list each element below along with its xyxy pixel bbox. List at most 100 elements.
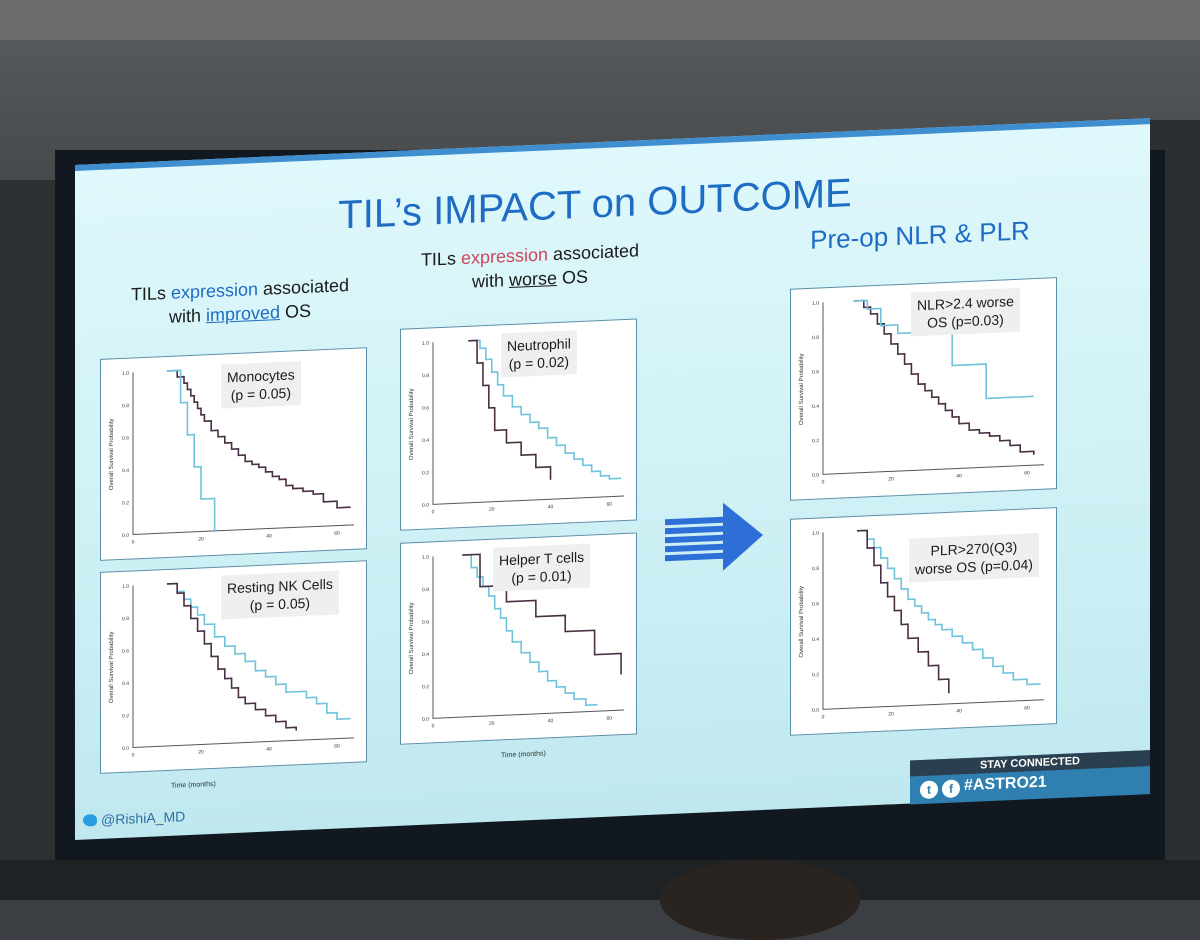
- col2-mid: associated: [548, 240, 640, 265]
- col1-mid: associated: [258, 275, 350, 300]
- y-tick-label: 0.0: [812, 708, 819, 714]
- column-2-heading: TILs expression associated with worse OS: [390, 237, 670, 297]
- column-3-heading: Pre-op NLR & PLR: [810, 215, 1030, 255]
- axis-line: [132, 372, 354, 535]
- plot-legend-label: PLR>270(Q3) worse OS (p=0.04): [909, 532, 1039, 583]
- axis-line: [822, 532, 1044, 710]
- x-tick-label: 20: [489, 507, 495, 513]
- survival-curve-blue: [468, 339, 622, 480]
- x-axis-label: Time (months): [501, 750, 546, 759]
- col2-pre: TILs: [420, 248, 461, 270]
- y-tick-label: 0.2: [122, 500, 129, 506]
- x-tick-label: 40: [956, 708, 962, 714]
- room-ceiling: [0, 0, 1200, 40]
- x-tick-label: 60: [1024, 705, 1030, 711]
- col2-line2b: OS: [557, 266, 589, 288]
- km-svg: 0.0 0.2 0.4 0.6 0.8 1.0 0 20 40 60 Overall Surviva…: [799, 299, 1044, 485]
- y-tick-label: 1.0: [812, 301, 819, 307]
- x-tick-label: 40: [548, 504, 554, 510]
- km-svg: 0.0 0.2 0.4 0.6 0.8 1.0 0 20 40 60 Overall Surviva…: [409, 339, 624, 515]
- y-tick-label: 0.4: [422, 652, 429, 658]
- room-left-wall: [0, 180, 60, 900]
- y-tick-label: 0.0: [422, 503, 429, 509]
- x-tick-label: 20: [198, 536, 204, 542]
- handle-text: @RishiA_MD: [101, 808, 186, 828]
- axis-line: [432, 342, 624, 505]
- survival-curve-blue: [857, 529, 1041, 686]
- km-plot-resting-nk-cells: 0.0 0.2 0.4 0.6 0.8 1.0 0 20 40 60 Overall Surviva…: [100, 560, 367, 790]
- y-tick-label: 0.2: [422, 470, 429, 476]
- x-tick-label: 20: [888, 476, 894, 482]
- y-tick-label: 1.0: [122, 584, 129, 590]
- twitter-icon: t: [920, 780, 938, 800]
- km-svg: 0.0 0.2 0.4 0.6 0.8 1.0 0 20 40 60 Overall Surviva…: [109, 582, 354, 790]
- x-tick-label: 0: [132, 752, 135, 758]
- y-tick-label: 1.0: [122, 371, 129, 377]
- plot-legend-label: Resting NK Cells (p = 0.05): [221, 570, 339, 620]
- y-axis-label: Overall Survival Probability: [109, 631, 115, 703]
- y-tick-label: 0.2: [812, 672, 819, 678]
- km-plot-neutrophil: 0.0 0.2 0.4 0.6 0.8 1.0 0 20 40 60 Overall Surviva…: [400, 318, 637, 531]
- y-tick-label: 0.0: [122, 746, 129, 752]
- social-row: t f #ASTRO21: [920, 774, 1047, 800]
- hashtag-text: #ASTRO21: [964, 773, 1047, 795]
- x-tick-label: 40: [548, 718, 554, 724]
- y-tick-label: 0.8: [422, 373, 429, 379]
- axis-line: [432, 556, 624, 719]
- x-tick-label: 40: [266, 746, 272, 752]
- axis-line: [132, 585, 354, 748]
- y-tick-label: 0.6: [422, 619, 429, 625]
- km-svg: 0.0 0.2 0.4 0.6 0.8 1.0 0 20 40 60 Overall Surviva…: [409, 553, 624, 759]
- y-axis-label: Overall Survival Probability: [109, 418, 115, 490]
- y-tick-label: 0.4: [122, 681, 129, 687]
- y-axis-label: Overall Survival Probability: [409, 602, 415, 674]
- y-tick-label: 0.4: [812, 637, 819, 643]
- km-plot-nlr: 0.0 0.2 0.4 0.6 0.8 1.0 0 20 40 60 Overall Surviva…: [790, 277, 1057, 501]
- legend-line: (p = 0.02): [508, 353, 570, 373]
- x-tick-label: 40: [956, 473, 962, 479]
- y-tick-label: 0.6: [812, 601, 819, 607]
- legend-line: (p = 0.05): [230, 384, 292, 404]
- y-tick-label: 0.6: [422, 405, 429, 411]
- x-tick-label: 0: [822, 479, 825, 485]
- x-tick-label: 0: [432, 723, 435, 729]
- legend-line: OS (p=0.03): [927, 311, 1004, 331]
- stay-connected-label: STAY CONNECTED: [910, 750, 1150, 777]
- y-tick-label: 0.4: [812, 404, 819, 410]
- survival-curve-blue: [167, 369, 216, 531]
- col1-line2b: OS: [280, 300, 312, 323]
- y-tick-label: 0.0: [122, 533, 129, 539]
- x-tick-label: 20: [198, 749, 204, 755]
- plot-legend-label: Helper T cells (p = 0.01): [493, 543, 591, 592]
- facebook-icon: f: [942, 779, 960, 799]
- y-axis-label: Overall Survival Probability: [799, 586, 805, 658]
- col1-highlight: expression: [170, 279, 258, 303]
- km-svg: 0.0 0.2 0.4 0.6 0.8 1.0 0 20 40 60 Overall Surviva…: [799, 529, 1044, 720]
- x-axis-label: Time (months): [171, 781, 216, 790]
- y-tick-label: 0.6: [122, 648, 129, 654]
- legend-line: (p = 0.01): [511, 567, 572, 586]
- survival-curve-blue: [853, 299, 1034, 400]
- x-tick-label: 60: [607, 716, 613, 722]
- km-plot-monocytes: 0.0 0.2 0.4 0.6 0.8 1.0 0 20 40 60 Overall Surviva…: [100, 347, 367, 561]
- col1-pre: TILs: [130, 282, 171, 305]
- survival-curve-dark: [167, 582, 297, 731]
- y-tick-label: 0.2: [122, 713, 129, 719]
- y-tick-label: 0.8: [122, 403, 129, 409]
- survival-curve-dark: [468, 339, 552, 480]
- plot-legend-label: Neutrophil (p = 0.02): [501, 330, 577, 378]
- x-tick-label: 0: [822, 714, 825, 720]
- x-tick-label: 20: [489, 721, 495, 727]
- presentation-slide: TIL’s IMPACT on OUTCOME TILs expression …: [75, 118, 1150, 841]
- survival-curve-dark: [853, 299, 1035, 455]
- legend-line: worse OS (p=0.04): [915, 556, 1033, 578]
- y-tick-label: 0.2: [422, 684, 429, 690]
- y-tick-label: 0.8: [122, 616, 129, 622]
- col2-highlight: expression: [460, 244, 548, 269]
- col1-line2a: with: [168, 305, 206, 327]
- y-tick-label: 0.8: [812, 566, 819, 572]
- y-tick-label: 1.0: [422, 341, 429, 347]
- km-plot-plr: 0.0 0.2 0.4 0.6 0.8 1.0 0 20 40 60 Overall Surviva…: [790, 507, 1057, 736]
- y-axis-label: Overall Survival Probability: [409, 388, 415, 460]
- right-arrow-icon: [665, 502, 763, 571]
